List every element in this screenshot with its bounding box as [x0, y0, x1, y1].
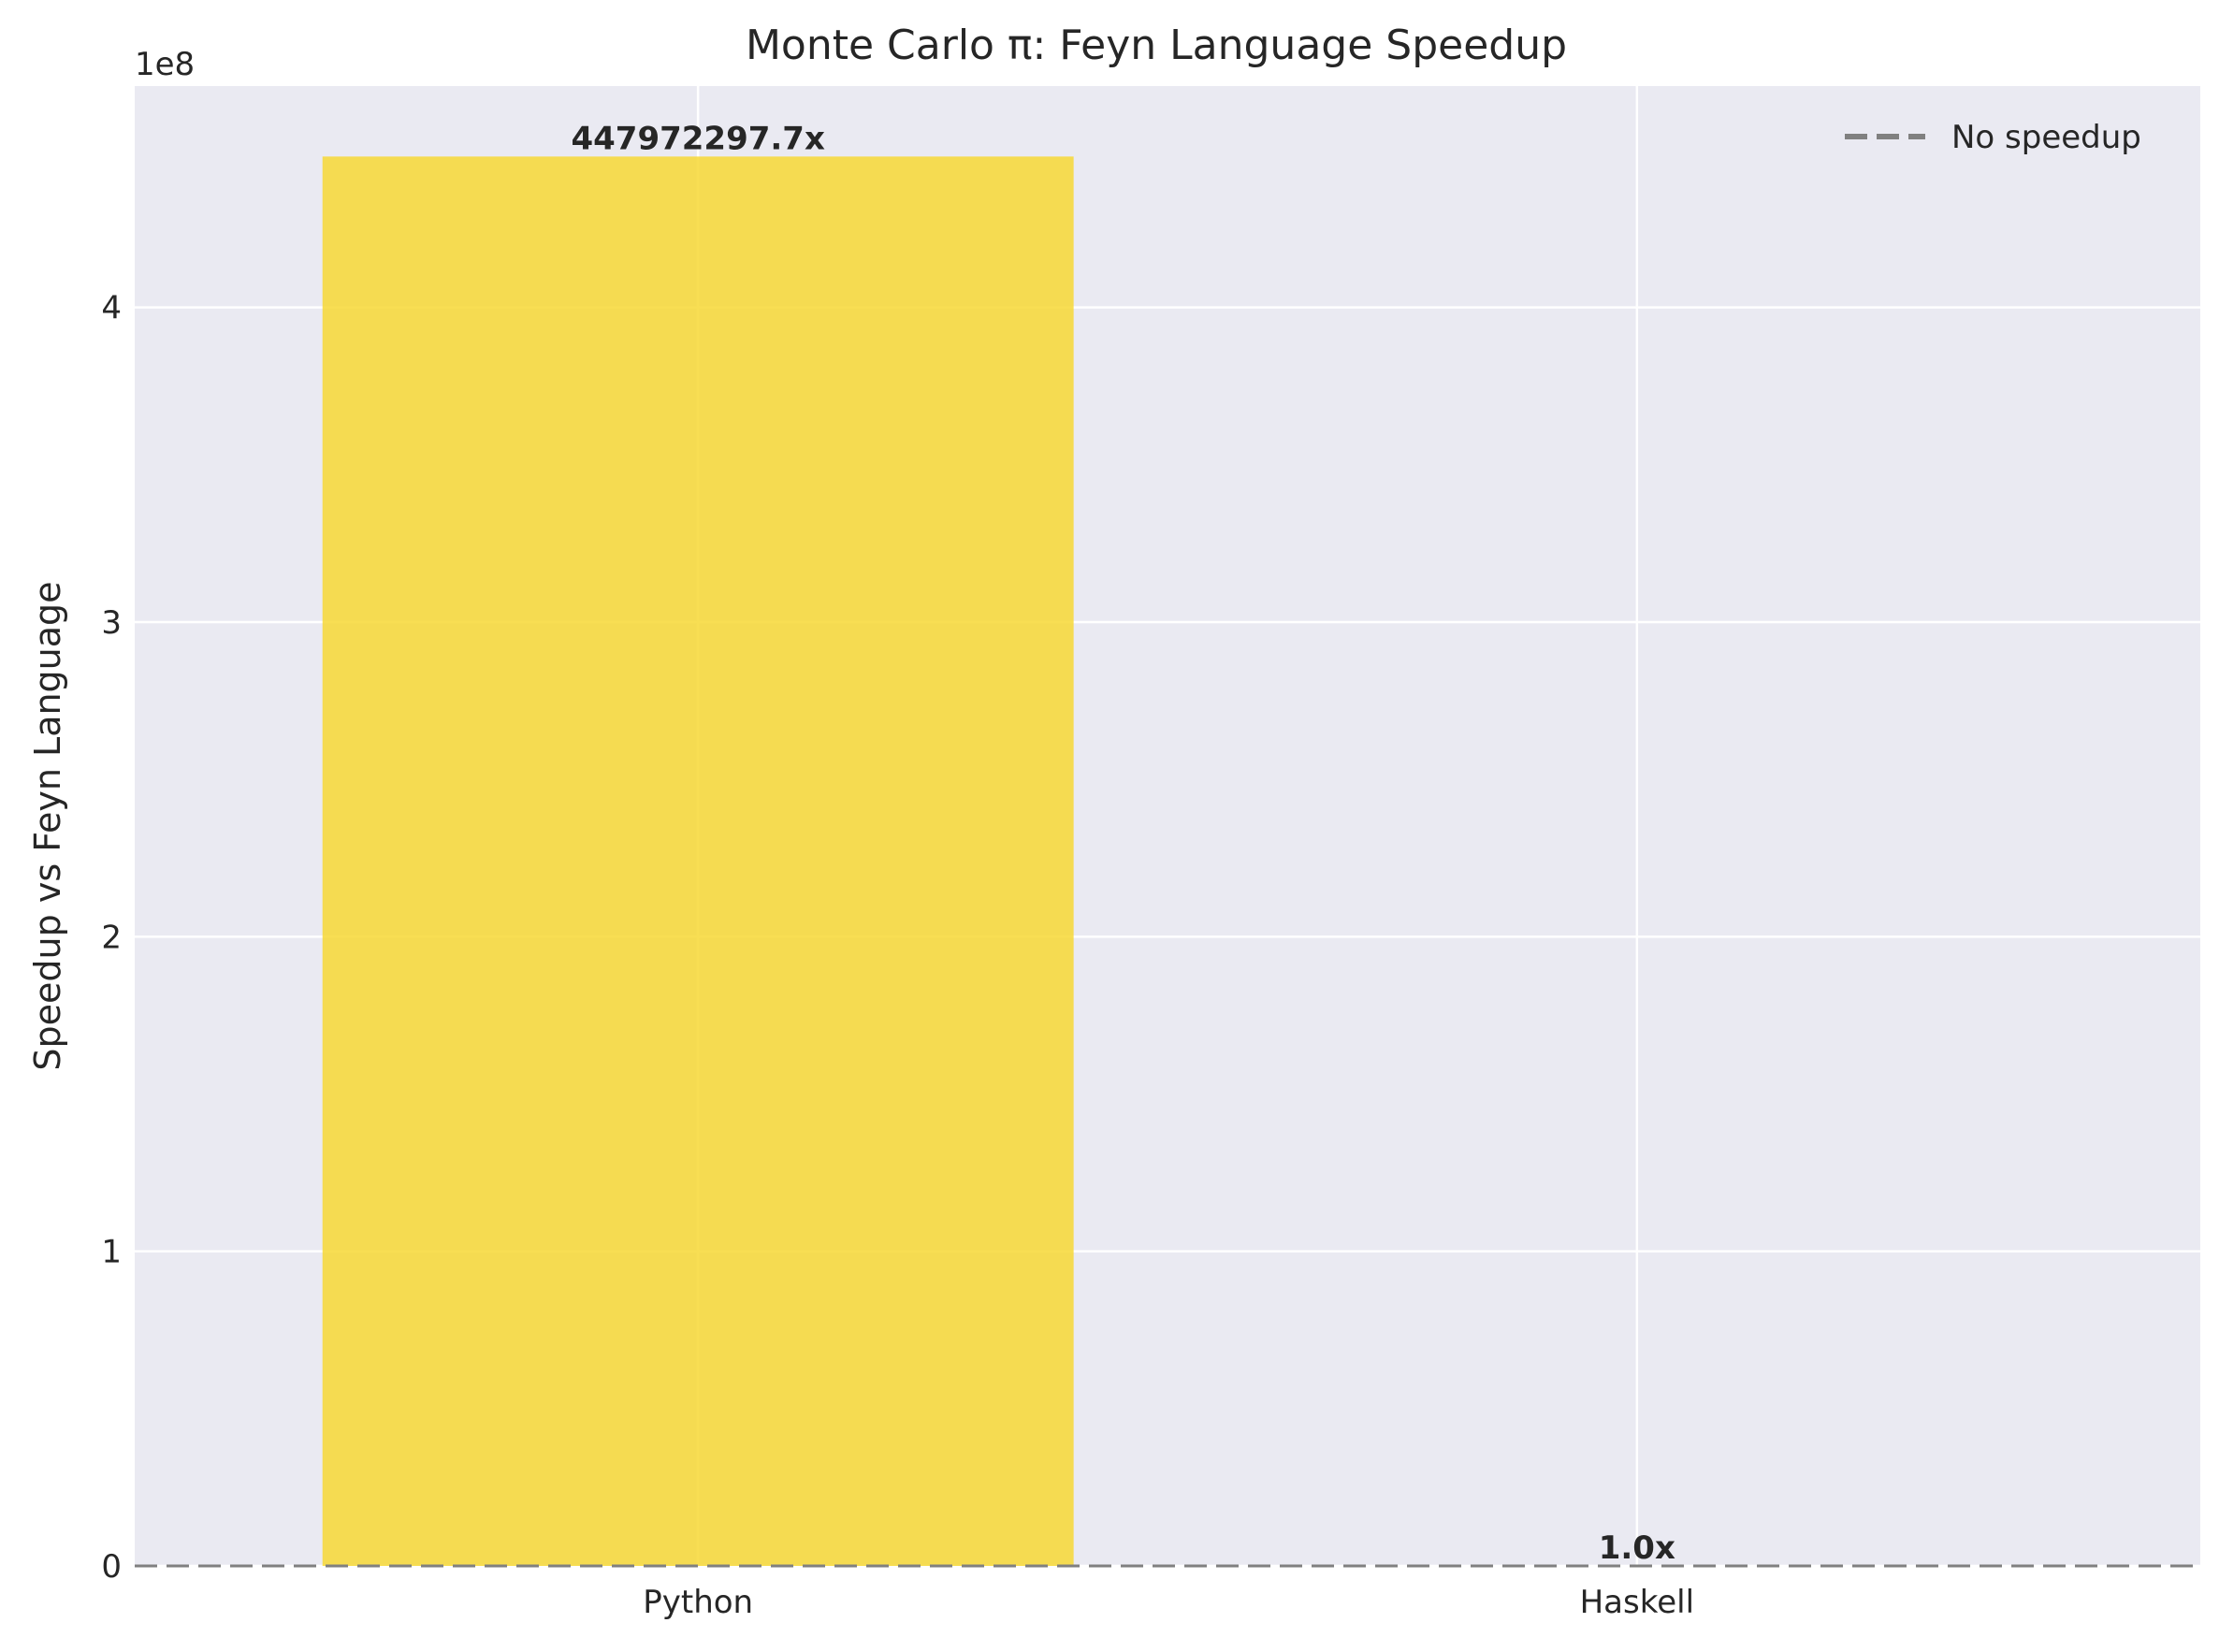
y-axis-label: Speedup vs Feyn Language [27, 581, 68, 1070]
y-tick-label: 1 [101, 1234, 122, 1271]
y-tick-labels: 0 1 2 3 4 [101, 290, 122, 1586]
y-tick-label: 4 [101, 290, 122, 327]
y-tick-label: 2 [101, 919, 122, 956]
y-tick-label: 3 [101, 604, 122, 642]
data-label-haskell: 1.0x [1599, 1529, 1675, 1567]
bar-python [323, 156, 1074, 1566]
legend-entry-no-speedup: No speedup [1951, 119, 2141, 156]
data-label-python: 447972297.7x [571, 120, 824, 157]
y-tick-label: 0 [101, 1548, 122, 1586]
x-tick-label-haskell: Haskell [1580, 1584, 1694, 1621]
chart-title: Monte Carlo π: Feyn Language Speedup [746, 22, 1567, 69]
x-tick-labels: Python Haskell [643, 1584, 1694, 1621]
x-tick-label-python: Python [643, 1584, 753, 1621]
y-scale-offset: 1e8 [135, 46, 195, 83]
